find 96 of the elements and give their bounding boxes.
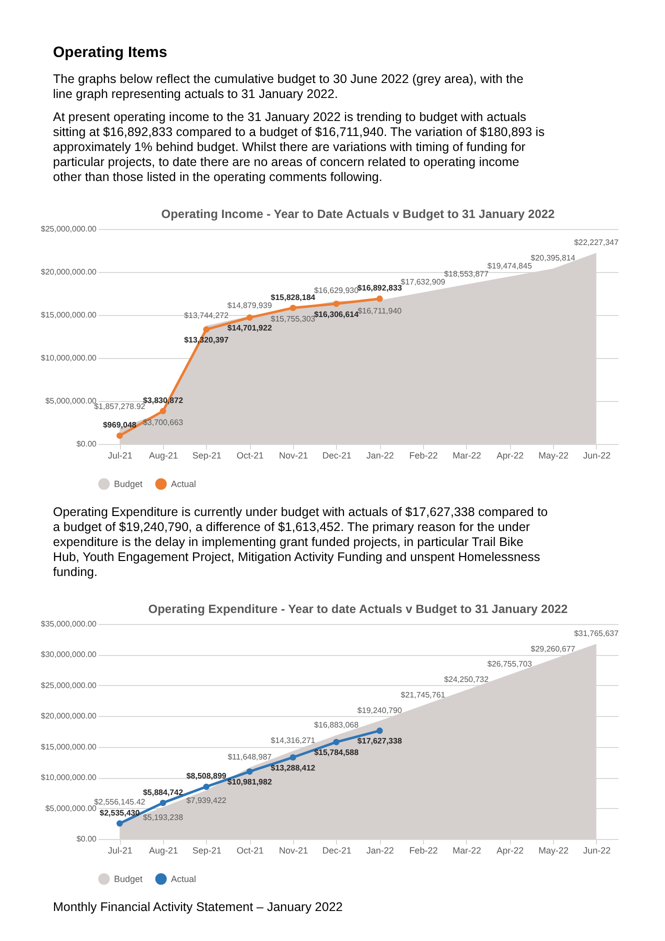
data-label: $14,701,922: [227, 324, 272, 333]
y-tick-label: $10,000,000.00: [40, 354, 98, 362]
point: [376, 728, 383, 734]
x-tick-label: Oct-21: [236, 846, 264, 856]
x-tick-label: Nov-21: [278, 450, 308, 460]
data-label: $20,395,814: [530, 254, 576, 263]
x-tick-label: Feb-22: [409, 846, 438, 856]
data-label: $19,240,790: [357, 706, 402, 715]
data-label: $2,556,145.42: [94, 797, 146, 806]
x-tick-label: Feb-22: [409, 450, 438, 460]
data-label: $14,316,271: [270, 736, 316, 746]
data-label: $26,755,703: [487, 660, 532, 669]
data-label: $13,288,412: [270, 763, 316, 772]
x-tick-label: Sep-21: [192, 450, 222, 460]
data-label: $14,879,939: [227, 301, 272, 310]
data-label: $16,711,940: [358, 306, 402, 316]
data-label: $13,744,272: [184, 310, 230, 320]
data-label: $17,632,909: [400, 277, 446, 286]
x-tick-label: Jul-21: [108, 450, 132, 460]
point: [203, 326, 210, 333]
x-tick-label: Jun-22: [583, 846, 611, 856]
x-tick-label: Jun-22: [583, 450, 611, 460]
x-tick-label: Aug-21: [148, 450, 178, 460]
x-tick-label: Dec-21: [322, 450, 352, 460]
y-tick-label: $25,000,000.00: [40, 224, 98, 234]
text: At present operating income to the 31 January 2022 is trending to budget with actuals sitting at $16,892,833 compared to a budget of $16,711,940. The variation of $180,893 is approximately 1% behind budget. Whilst there are variations with timing of funding for particular projects, to date there are no areas of concern related to operating income other than those listed in the operating comments following.: [53, 110, 545, 184]
x-tick-label: May-22: [538, 846, 569, 856]
chart-title: Operating Income - Year to Date Actuals v Budget to 31 January 2022: [161, 207, 556, 221]
y-tick-label: $20,000,000.00: [40, 268, 98, 276]
x-tick-label: Apr-22: [496, 846, 524, 856]
data-label: $16,892,833: [357, 284, 402, 293]
chart-title: Operating Expenditure - Year to date Actuals v Budget to 31 January 2022: [148, 602, 568, 616]
point: [116, 820, 123, 827]
y-tick-label: $35,000,000.00: [40, 620, 98, 628]
x-tick-label: Dec-21: [322, 846, 352, 856]
point: [116, 432, 123, 439]
data-label: $22,227,347: [574, 238, 620, 247]
text: Operating Items: [53, 44, 168, 61]
data-label: $2,535,430: [100, 808, 140, 818]
text: Monthly Financial Activity Statement – January 2022: [53, 900, 343, 914]
data-label: $5,193,238: [142, 813, 184, 822]
data-label: $969,048: [102, 420, 137, 430]
y-tick-label: $30,000,000.00: [40, 650, 98, 660]
legend-label: Budget: [114, 479, 144, 489]
x-tick-label: Jan-22: [366, 450, 394, 460]
y-tick-label: $25,000,000.00: [40, 680, 98, 690]
data-label: $10,981,982: [227, 778, 272, 787]
x-tick-label: Mar-22: [452, 846, 482, 856]
y-tick-label: $20,000,000.00: [40, 712, 98, 721]
data-label: $5,884,742: [142, 788, 184, 797]
x-tick-label: May-22: [538, 450, 569, 460]
text: Operating Expenditure is currently under budget with actuals of $17,627,338 compared to a budget of $19,240,790, a difference of $1,613,452. The primary reason for the under expenditure is the delay in implementing grant funded projects, in particular Trail Bike Hub, Youth Engagement Project, Mitigation Activity Funding and unspent Homelessness funding.: [53, 505, 548, 579]
x-tick-label: Jul-21: [108, 846, 132, 856]
x-tick-label: Apr-22: [496, 450, 524, 460]
x-tick-label: Sep-21: [192, 846, 222, 856]
data-label: $16,306,614: [314, 310, 360, 319]
data-label: $16,883,068: [314, 720, 360, 730]
x-tick-label: Mar-22: [452, 450, 482, 460]
point: [333, 738, 340, 746]
data-label: $8,508,899: [186, 772, 227, 781]
point: [246, 768, 253, 775]
data-label: $15,828,184: [270, 292, 316, 302]
text: The graphs below reflect the cumulative budget to 30 June 2022 (grey area), with the line graph representing actuals to 31 January 2022.: [53, 72, 524, 101]
y-tick-label: $15,000,000.00: [40, 310, 98, 320]
data-label: $7,939,422: [186, 796, 227, 806]
legend-label: Actual: [171, 874, 196, 884]
legend-label: Actual: [171, 479, 196, 489]
y-tick-label: $10,000,000.00: [40, 773, 98, 782]
point: [290, 304, 296, 312]
data-label: $31,765,637: [574, 628, 620, 638]
x-tick-label: Jan-22: [366, 846, 394, 856]
legend-label: Budget: [114, 874, 144, 884]
point: [333, 300, 340, 307]
data-label: $3,700,663: [142, 418, 184, 428]
data-label: $21,745,761: [400, 690, 446, 700]
point: [160, 800, 166, 806]
point: [290, 754, 296, 761]
data-label: $15,755,303: [270, 314, 316, 324]
data-label: $29,260,677: [530, 644, 576, 654]
data-label: $19,474,845: [487, 262, 532, 271]
point: [160, 408, 166, 414]
data-label: $15,784,588: [314, 748, 360, 758]
y-tick-label: $15,000,000.00: [40, 742, 98, 752]
x-tick-label: Nov-21: [278, 846, 308, 856]
y-tick-label: $5,000,000.00: [45, 804, 98, 813]
y-tick-label: $0.00: [76, 440, 98, 448]
x-tick-label: Aug-21: [148, 846, 178, 856]
data-label: $11,648,987: [228, 752, 272, 762]
point: [203, 784, 210, 790]
y-tick-label: $0.00: [76, 834, 98, 844]
point: [246, 314, 253, 321]
x-tick-label: Oct-21: [236, 450, 264, 460]
data-label: $18,553,877: [444, 269, 490, 278]
point: [376, 296, 383, 302]
data-label: $24,250,732: [444, 675, 490, 684]
data-label: $17,627,338: [357, 736, 402, 746]
